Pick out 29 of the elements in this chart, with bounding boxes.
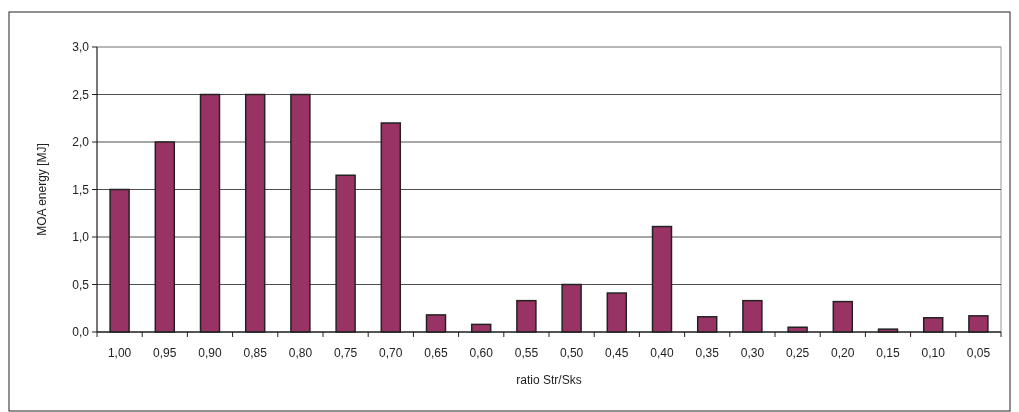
y-tick-label: 2,0 xyxy=(72,135,90,150)
x-tick-label: 0,50 xyxy=(559,346,584,360)
x-tick-label: 0,05 xyxy=(966,346,991,360)
y-tick-label: 3,0 xyxy=(72,40,90,55)
x-tick-label: 0,90 xyxy=(198,346,222,360)
y-axis-title: MOA energy [MJ] xyxy=(35,143,49,236)
x-tick-label: 0,70 xyxy=(379,346,403,360)
y-tick-label: 0,5 xyxy=(72,277,90,292)
x-tick-label: 0,65 xyxy=(424,346,448,360)
x-tick-label: 0,15 xyxy=(876,346,900,360)
x-tick-label: 1,00 xyxy=(107,346,132,360)
x-tick-label: 0,85 xyxy=(243,346,268,360)
x-tick-label: 0,55 xyxy=(514,346,539,360)
x-axis-title: ratio Str/Sks xyxy=(516,373,582,387)
y-tick-label: 0,0 xyxy=(72,325,90,340)
x-tick-label: 0,80 xyxy=(288,346,313,360)
x-tick-label: 0,35 xyxy=(695,346,720,360)
y-tick-label: 2,5 xyxy=(72,87,90,102)
x-tick-label: 0,40 xyxy=(650,346,674,360)
x-tick-label: 0,60 xyxy=(469,346,494,360)
x-tick-label: 0,25 xyxy=(785,346,810,360)
x-tick-label: 0,10 xyxy=(921,346,946,360)
y-tick-label: 1,5 xyxy=(72,182,90,197)
x-tick-label: 0,30 xyxy=(740,346,765,360)
x-tick-label: 0,45 xyxy=(605,346,629,360)
y-tick-label: 1,0 xyxy=(72,230,90,245)
x-tick-label: 0,20 xyxy=(831,346,855,360)
x-tick-label: 0,75 xyxy=(333,346,358,360)
x-tick-label: 0,95 xyxy=(153,346,177,360)
